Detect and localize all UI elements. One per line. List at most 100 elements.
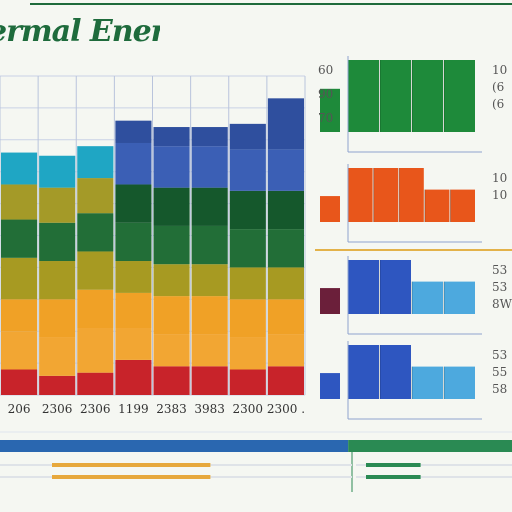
stack-segment: [39, 337, 76, 376]
x-tick-label: 2306: [80, 402, 111, 416]
side-bar: [320, 88, 340, 132]
stack-segment: [77, 213, 114, 252]
side-bar: [444, 60, 475, 132]
side-bar: [399, 168, 424, 222]
side-bar: [320, 196, 340, 222]
stack-segment: [1, 299, 38, 332]
side-label-right: 58: [492, 382, 507, 396]
side-bar: [412, 281, 443, 314]
side-bar: [373, 168, 399, 222]
footer-track: [356, 464, 512, 466]
side-bar: [412, 366, 443, 399]
side-bar: [380, 345, 411, 399]
side-bar: [348, 168, 373, 222]
page-title-text: ermal Energy: [0, 14, 160, 49]
footer-bar: [348, 440, 512, 452]
x-tick-label: 1199: [118, 402, 149, 416]
stack-segment: [153, 225, 190, 265]
side-bar: [348, 345, 379, 399]
stack-segment: [191, 225, 228, 265]
side-label-right: (6: [492, 80, 504, 94]
stack-segment: [1, 257, 38, 300]
stack-segment: [267, 334, 304, 367]
stack-segment: [267, 229, 304, 268]
footer-track-fill: [52, 463, 211, 467]
x-tick-label: 2300 .: [267, 402, 305, 416]
footer-track-fill: [366, 475, 421, 479]
side-bar: [424, 189, 450, 222]
x-tick-label: 2383: [156, 402, 187, 416]
stack-segment: [153, 366, 190, 395]
stack-segment: [153, 296, 190, 335]
side-bar: [320, 288, 340, 314]
x-tick-label: 2300: [233, 402, 264, 416]
stack-segment: [229, 337, 266, 370]
x-tick-label: 2306: [42, 402, 73, 416]
side-label-right: 10: [492, 188, 507, 202]
stack-segment: [153, 264, 190, 297]
side-label-left: 90: [318, 87, 333, 101]
stack-segment: [39, 222, 76, 262]
stack-segment: [153, 127, 190, 147]
stack-segment: [267, 190, 304, 230]
stack-segment: [153, 334, 190, 367]
stack-segment: [115, 142, 152, 185]
stack-segment: [267, 299, 304, 335]
stack-segment: [229, 123, 266, 150]
side-bar-charts: 10 (6 (6 60 90 70 10 10 53 53 8W 53 55 58: [315, 56, 512, 420]
side-bar: [348, 60, 379, 132]
side-bar: [380, 260, 411, 314]
stack-segment: [267, 98, 304, 150]
side-label-right: 53: [492, 348, 507, 362]
stack-segment: [115, 292, 152, 329]
footer-track: [356, 476, 512, 478]
stack-segment: [115, 120, 152, 143]
side-label-right: 53: [492, 280, 507, 294]
side-label-right: 55: [492, 365, 507, 379]
side-label-right: 53: [492, 263, 507, 277]
stack-segment: [39, 187, 76, 223]
stack-segment: [191, 187, 228, 226]
main-stacked-bar-chart: 206 2306 2306 1199 2383 3983 2300 2300 .: [0, 75, 306, 416]
side-label-left: 70: [318, 111, 333, 125]
stack-segment: [267, 149, 304, 191]
stack-segment: [191, 334, 228, 367]
side-bar: [380, 60, 411, 132]
side-label-right: (6: [492, 97, 504, 111]
side-bar: [450, 189, 475, 222]
stack-segment: [115, 328, 152, 360]
side-label-right: 8W: [492, 297, 512, 311]
x-tick-label: 3983: [194, 402, 225, 416]
stack-segment: [115, 261, 152, 293]
stack-segment: [77, 328, 114, 373]
stack-segment: [191, 264, 228, 297]
footer-track-fill: [52, 475, 211, 479]
stack-segment: [153, 146, 190, 188]
page-title: ermal Energy: [0, 14, 160, 50]
side-bar: [412, 60, 443, 132]
side-bar: [320, 373, 340, 399]
stack-segment: [115, 359, 152, 395]
stack-segment: [39, 299, 76, 338]
side-label-left: 60: [318, 63, 333, 77]
footer-panel: [0, 431, 512, 492]
stack-segment: [229, 190, 266, 230]
x-tick-label: 206: [8, 402, 31, 416]
stack-segment: [229, 149, 266, 191]
stack-segment: [1, 331, 38, 370]
stack-segment: [191, 296, 228, 335]
stack-segment: [191, 146, 228, 188]
stack-segment: [77, 289, 114, 329]
stack-segment: [1, 369, 38, 395]
stack-segment: [153, 187, 190, 226]
stack-segment: [39, 261, 76, 300]
footer-bar: [0, 440, 349, 452]
stack-segment: [39, 375, 76, 395]
footer-track-fill: [366, 463, 421, 467]
stack-segment: [115, 184, 152, 223]
stack-segment: [229, 267, 266, 300]
stack-segment: [115, 222, 152, 262]
stack-segment: [191, 366, 228, 395]
side-bar: [444, 281, 475, 314]
